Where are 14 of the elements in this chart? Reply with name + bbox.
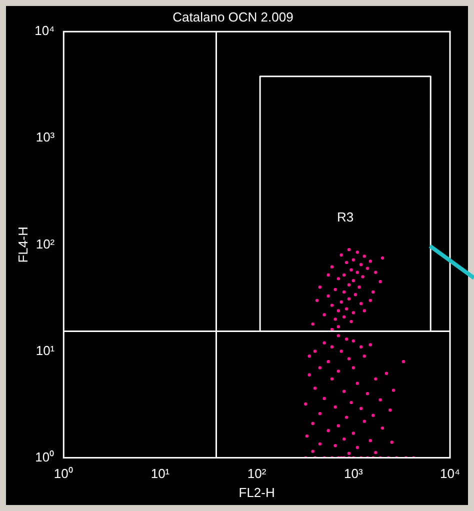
y-tick-label: 10³: [36, 130, 56, 145]
text: R3: [337, 209, 354, 224]
y-axis-title: FL4-H: [15, 226, 30, 263]
y-tick-label: 10⁰: [35, 449, 55, 464]
y-tick-label: 10²: [36, 236, 56, 252]
y-tick-label: 10⁴: [34, 23, 55, 38]
x-tick-label: 10¹: [150, 466, 170, 482]
x-axis-title: FL2-H: [238, 484, 275, 500]
x-tick-label: 10²: [247, 466, 267, 482]
x-tick-label: 10⁰: [54, 466, 74, 482]
x-tick-label: 10⁴: [440, 466, 460, 482]
chart-title: Catalano OCN 2.009: [172, 9, 294, 24]
y-tick-label: 10¹: [36, 342, 56, 358]
x-tick-label: 10³: [344, 466, 364, 482]
